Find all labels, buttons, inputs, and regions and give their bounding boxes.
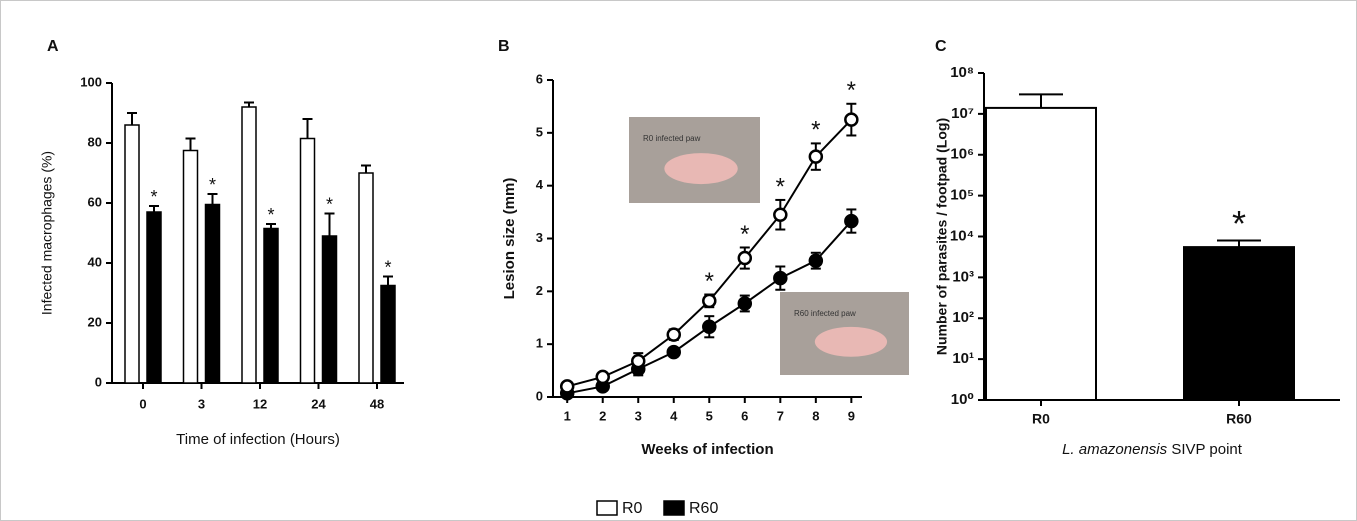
- y-tick-label: 100: [80, 74, 102, 89]
- y-axis-title: Lesion size (mm): [501, 178, 518, 300]
- page: {"chart_data": [ {"type": "bar", "panel"…: [0, 0, 1357, 521]
- bar: [381, 286, 395, 384]
- x-tick-label: 5: [706, 408, 713, 423]
- point: [774, 272, 786, 284]
- y-tick-label: 40: [88, 254, 102, 269]
- x-tick-label: 3: [198, 396, 205, 411]
- bar: [147, 212, 161, 383]
- significance: *: [1232, 203, 1246, 244]
- panel-label: A: [47, 38, 59, 55]
- significance: *: [705, 268, 714, 295]
- point: [739, 297, 751, 309]
- y-tick-label: 0: [95, 374, 102, 389]
- y-tick-label: 10⁷: [951, 105, 974, 122]
- y-tick-label: 5: [536, 124, 543, 139]
- y-tick-label: 0: [536, 388, 543, 403]
- x-tick-label: 4: [670, 408, 678, 423]
- significance: *: [267, 205, 274, 225]
- y-tick-label: 10³: [952, 268, 974, 285]
- y-tick-label: 20: [88, 314, 102, 329]
- y-tick-label: 80: [88, 134, 102, 149]
- significance: *: [384, 257, 391, 277]
- x-tick-label: 0: [139, 396, 146, 411]
- significance: *: [209, 175, 216, 195]
- panel-label: B: [498, 38, 510, 55]
- figure: A020406080100Infected macrophages (%)Tim…: [0, 0, 1357, 521]
- x-tick-label: 3: [635, 408, 642, 423]
- significance: *: [776, 173, 785, 200]
- bar: [986, 108, 1096, 400]
- y-tick-label: 1: [536, 336, 543, 351]
- y-tick-label: 10²: [952, 309, 974, 326]
- significance: *: [811, 117, 820, 144]
- significance: *: [326, 194, 333, 214]
- paw: [815, 327, 887, 357]
- point: [668, 346, 680, 358]
- bar: [359, 173, 373, 383]
- significance: *: [150, 187, 157, 207]
- photo-caption: R60 infected paw: [794, 309, 856, 318]
- x-axis-title: Time of infection (Hours): [176, 431, 340, 448]
- point: [845, 215, 857, 227]
- point: [810, 255, 822, 267]
- x-axis-title-rest: SIVP point: [1171, 441, 1242, 458]
- point: [739, 252, 751, 264]
- x-tick-label: 48: [370, 396, 384, 411]
- x-tick-label: 1: [564, 408, 571, 423]
- y-tick-label: 10⁴: [950, 227, 974, 244]
- panel-label: C: [935, 38, 947, 55]
- point: [703, 321, 715, 333]
- significance: *: [847, 77, 856, 104]
- y-tick-label: 3: [536, 230, 543, 245]
- bar: [264, 229, 278, 384]
- x-tick-label: 7: [777, 408, 784, 423]
- x-tick-label: R60: [1226, 411, 1252, 427]
- legend-label: R60: [689, 500, 718, 517]
- x-tick-label: R0: [1032, 411, 1050, 427]
- x-axis-title: L. amazonensis SIVP point: [1062, 441, 1243, 458]
- y-tick-label: 6: [536, 71, 543, 86]
- legend-label: R0: [622, 500, 643, 517]
- photo-caption: R0 infected paw: [643, 134, 701, 143]
- bar: [125, 125, 139, 383]
- y-axis-title: Number of parasites / footpad (Log): [934, 118, 950, 355]
- y-tick-label: 10¹: [952, 350, 974, 367]
- legend-swatch: [597, 501, 617, 515]
- point: [810, 151, 822, 163]
- point: [597, 371, 609, 383]
- legend-swatch: [664, 501, 684, 515]
- bar: [1184, 247, 1294, 400]
- bar: [184, 151, 198, 384]
- y-tick-label: 10⁵: [950, 187, 974, 204]
- point: [668, 329, 680, 341]
- bar: [301, 139, 315, 384]
- y-tick-label: 10⁶: [950, 146, 974, 163]
- x-axis-title-italic: L. amazonensis: [1062, 441, 1168, 458]
- point: [774, 209, 786, 221]
- point: [703, 295, 715, 307]
- bar: [242, 107, 256, 383]
- significance: *: [740, 221, 749, 248]
- y-tick-label: 4: [536, 177, 544, 192]
- point: [561, 380, 573, 392]
- y-tick-label: 2: [536, 283, 543, 298]
- y-tick-label: 60: [88, 194, 102, 209]
- x-tick-label: 9: [848, 408, 855, 423]
- y-tick-label: 10⁸: [950, 64, 974, 81]
- x-tick-label: 12: [253, 396, 267, 411]
- x-tick-label: 6: [741, 408, 748, 423]
- bar: [206, 205, 220, 384]
- y-tick-label: 10⁰: [951, 391, 974, 408]
- y-axis-title: Infected macrophages (%): [39, 151, 55, 315]
- bar: [323, 236, 337, 383]
- paw: [664, 153, 737, 184]
- point: [845, 114, 857, 126]
- point: [632, 355, 644, 367]
- x-axis-title: Weeks of infection: [641, 441, 773, 458]
- x-tick-label: 2: [599, 408, 606, 423]
- x-tick-label: 24: [311, 396, 326, 411]
- x-tick-label: 8: [812, 408, 819, 423]
